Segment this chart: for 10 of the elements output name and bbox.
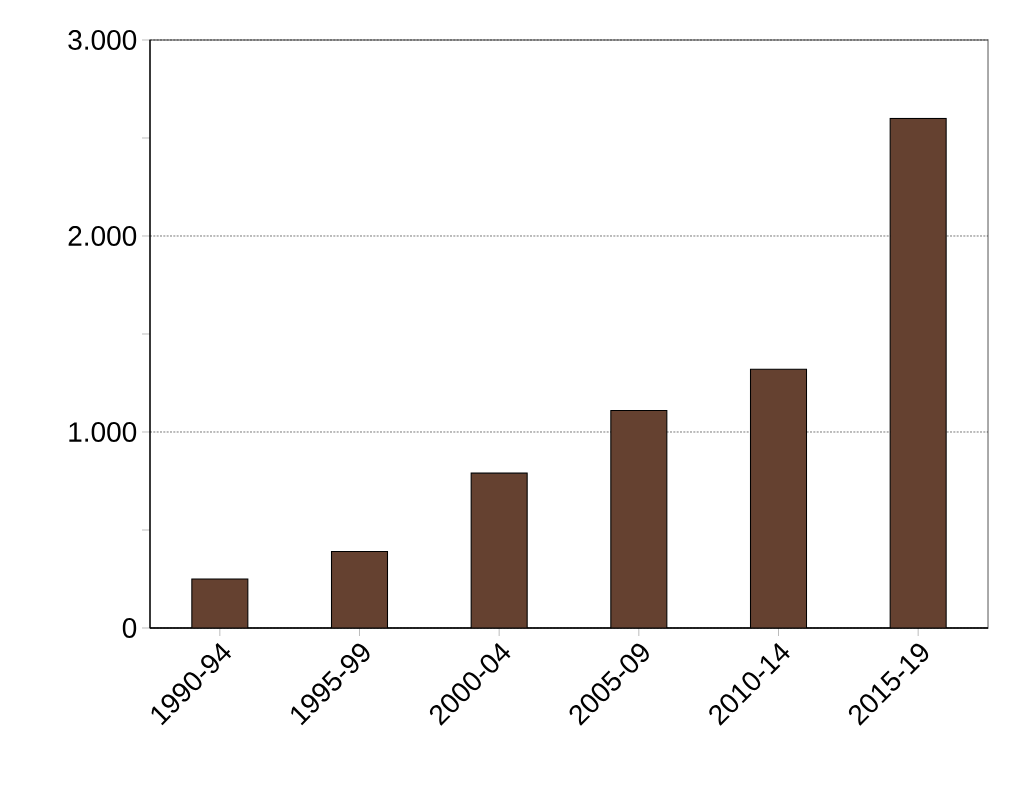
y-tick-label: 3.000 — [68, 30, 137, 50]
y-tick-label: 0 — [122, 618, 137, 638]
bar — [749, 368, 808, 628]
bar — [330, 551, 389, 628]
bar — [191, 578, 249, 628]
bar — [610, 409, 668, 628]
bar — [470, 472, 528, 628]
bar — [889, 117, 947, 628]
y-tick-label: 2.000 — [68, 226, 137, 246]
y-tick-label: 1.000 — [69, 422, 137, 442]
